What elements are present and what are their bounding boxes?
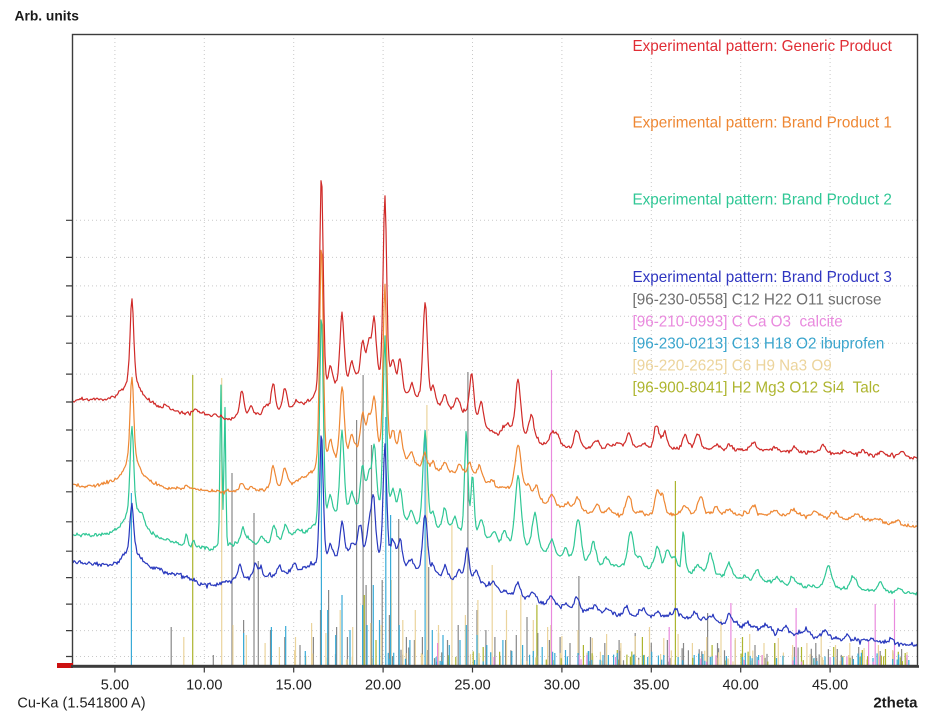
svg-text:Experimental pattern: Brand Pr: Experimental pattern: Brand Product 2 — [633, 192, 892, 209]
svg-text:15.00: 15.00 — [276, 678, 312, 694]
svg-text:[96-900-8041] H2 Mg3 O12 Si4: [96-900-8041] H2 Mg3 O12 Si4 Talc — [633, 380, 881, 397]
svg-text:Experimental pattern: Brand Pr: Experimental pattern: Brand Product 3 — [633, 269, 892, 286]
svg-text:45.00: 45.00 — [812, 678, 848, 694]
svg-text:40.00: 40.00 — [723, 678, 759, 694]
svg-text:Experimental pattern: Brand Pr: Experimental pattern: Brand Product 1 — [633, 115, 892, 132]
svg-text:20.00: 20.00 — [365, 678, 401, 694]
svg-text:25.00: 25.00 — [454, 678, 490, 694]
svg-text:[96-210-0993] C Ca O3 calcite: [96-210-0993] C Ca O3 calcite — [633, 313, 843, 330]
svg-text:[96-220-2625] C6 H9 Na3 O9: [96-220-2625] C6 H9 Na3 O9 — [633, 358, 832, 375]
svg-text:35.00: 35.00 — [633, 678, 669, 694]
svg-text:Cu-Ka (1.541800 A): Cu-Ka (1.541800 A) — [17, 696, 145, 712]
svg-text:Arb. units: Arb. units — [15, 9, 80, 24]
svg-text:[96-230-0558] C12 H22 O11 sucr: [96-230-0558] C12 H22 O11 sucrose — [633, 291, 882, 308]
svg-text:10.00: 10.00 — [186, 678, 222, 694]
svg-text:5.00: 5.00 — [101, 678, 129, 694]
svg-text:2theta: 2theta — [873, 695, 918, 712]
svg-text:30.00: 30.00 — [544, 678, 580, 694]
svg-text:[96-230-0213] C13 H18 O2 ibupr: [96-230-0213] C13 H18 O2 ibuprofen — [633, 336, 885, 353]
svg-text:Experimental pattern: Generic: Experimental pattern: Generic Product — [633, 38, 893, 55]
